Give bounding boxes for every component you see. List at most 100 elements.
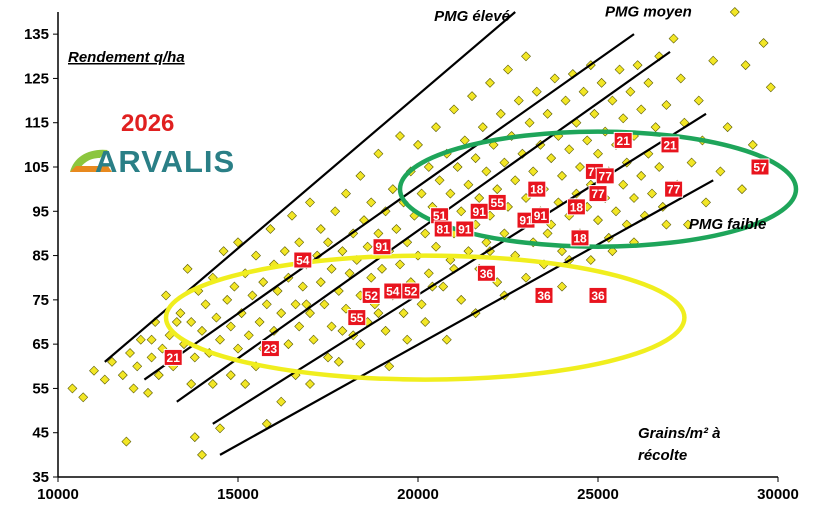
scatter-point [578,86,589,97]
labeled-point-box [660,136,680,154]
scatter-point [747,139,758,150]
labeled-point-text: 91 [519,214,533,228]
scatter-point [197,449,207,460]
scatter-point [701,197,711,208]
labeled-point-text: 77 [667,183,681,197]
scatter-point [668,33,679,44]
brand-name: ARVALIS [95,144,235,179]
annotation-text: PMG moyen [605,3,692,20]
scatter-point [420,228,431,239]
labeled-point-box [293,251,313,269]
scatter-point [323,237,333,248]
scatter-point [78,392,89,403]
annotations: PMG élevé PMG moyen PMG faible [434,3,766,233]
axis-ticks: 35 45 55 65 75 85 95 105 115 125 135 10000 15000 2000… [24,26,799,503]
scatter-point [117,370,128,381]
scatter-point [333,356,344,367]
scatter-point [575,162,585,172]
scatter-point [247,290,258,301]
scatter-point [481,166,492,177]
scatter-point [294,321,305,332]
scatter-point [67,383,78,394]
scatter-point [643,77,654,88]
labeled-point-text: 55 [350,311,364,325]
year-label: 2026 [121,110,174,137]
scatter-point [452,162,463,172]
labeled-point-box [588,185,608,203]
scatter-point [629,193,639,203]
scatter-point [254,317,265,327]
brand-swoosh-icon-lower [70,166,112,172]
scatter-point [420,317,431,327]
scatter-point [542,228,553,239]
scatter-point [337,325,348,336]
scatter-point [233,237,243,248]
scatter-point [661,219,672,230]
scatter-point [326,321,337,332]
scatter-point [323,352,333,363]
scatter-point [135,334,146,345]
y-tick-label: 95 [32,203,49,220]
scatter-point [373,308,384,319]
labeled-point-text: 18 [530,183,544,197]
scatter-point [384,361,395,372]
scatter-point [524,117,535,128]
labeled-point-text: 91 [534,209,548,223]
scatter-point [499,228,510,239]
annotation-text: PMG élevé [434,8,510,25]
y-tick-label: 125 [24,70,49,87]
scatter-point [618,179,629,190]
labeled-point-box [455,220,475,238]
scatter-point [366,197,377,208]
scatter-point [355,170,366,181]
scatter-point [740,60,751,71]
labeled-point-text: 36 [537,289,551,303]
scatter-point [456,206,467,217]
scatter-point [557,281,567,292]
scatter-point [373,228,384,239]
scatter-point [564,144,575,155]
scatter-point [215,423,225,434]
iso-pmg-3 [176,50,671,403]
scatter-point [225,321,236,332]
scatter-point [560,95,571,106]
y-tick-label: 65 [32,336,49,353]
labeled-point-text: 51 [433,209,447,223]
labeled-point-box [613,131,633,149]
scatter-point [146,352,157,363]
scatter-point [355,339,366,350]
x-tick-label: 10000 [37,486,79,503]
scatter-point [611,206,621,217]
scatter-point [225,370,236,381]
scatter-point [499,157,510,168]
scatter-point [456,294,467,305]
annotation-text: PMG faible [689,216,767,233]
scatter-point [765,82,776,93]
scatter-points [67,7,776,460]
y-tick-label: 85 [32,248,49,265]
iso-pmg-5 [219,179,714,456]
scatter-point [276,396,287,407]
scatter-point [513,95,524,106]
scatter-point [531,86,542,97]
scatter-point [272,286,283,296]
scatter-point [89,365,99,376]
scatter-point [607,246,618,257]
scatter-point [413,139,423,150]
scatter-point [377,263,387,274]
scatter-point [319,299,330,310]
scatter-point [207,379,218,389]
scatter-point [283,339,294,350]
scatter-point [107,356,117,367]
scatter-point [495,108,506,119]
labeled-point-box [433,220,453,238]
scatter-point [557,246,567,257]
labeled-point-text: 91 [473,205,487,219]
scatter-point [416,188,427,199]
scatter-point [503,64,513,75]
y-tick-label: 135 [24,26,49,43]
scatter-point [258,277,269,288]
scatter-point [240,379,251,389]
y-tick-label: 45 [32,425,49,442]
scatter-point [161,290,171,301]
